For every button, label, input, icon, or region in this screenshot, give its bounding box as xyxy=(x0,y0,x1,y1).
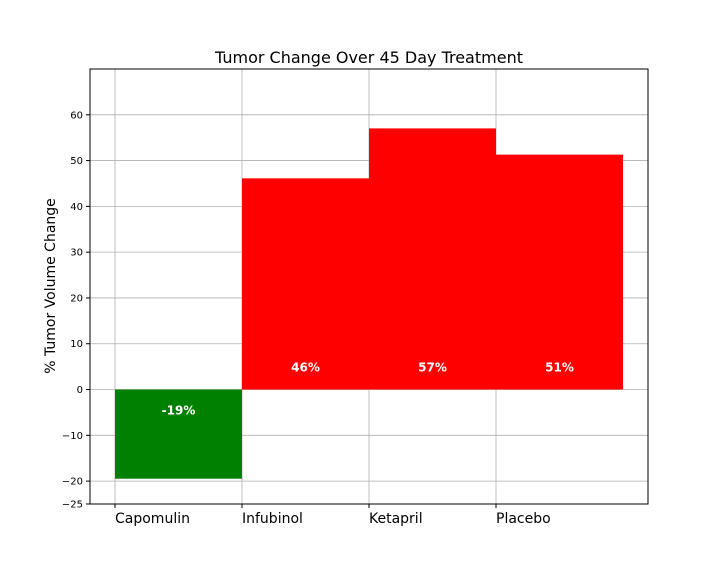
x-tick-label: Infubinol xyxy=(242,511,303,527)
x-tick-label: Ketapril xyxy=(369,511,423,527)
y-axis-label: % Tumor Volume Change xyxy=(43,198,59,374)
chart-title: Tumor Change Over 45 Day Treatment xyxy=(214,48,523,67)
data-label-capomulin: -19% xyxy=(162,404,196,418)
y-tick-label: −10 xyxy=(62,431,83,442)
y-tick-label: 50 xyxy=(70,156,83,167)
bar-infubinol xyxy=(242,178,369,390)
x-axis-ticks: Capomulin Infubinol Ketapril Placebo xyxy=(114,504,551,527)
bars xyxy=(115,128,623,479)
y-tick-label: 20 xyxy=(70,293,83,304)
y-tick-label: 40 xyxy=(70,202,83,213)
bar-placebo xyxy=(496,154,623,390)
y-tick-label: 60 xyxy=(70,110,83,121)
data-labels: -19% 46% 57% 51% xyxy=(162,361,574,418)
data-label-placebo: 51% xyxy=(545,361,574,375)
bar-capomulin xyxy=(115,389,242,479)
x-tick-label: Capomulin xyxy=(115,511,190,527)
y-tick-label: −25 xyxy=(62,500,83,511)
data-label-infubinol: 46% xyxy=(291,361,320,375)
y-tick-label: −20 xyxy=(62,477,83,488)
y-tick-label: 0 xyxy=(77,385,83,396)
bar-ketapril xyxy=(369,128,496,390)
x-tick-label: Placebo xyxy=(496,511,551,527)
data-label-ketapril: 57% xyxy=(418,361,447,375)
y-axis-ticks: −25 −20 −10 0 10 20 30 40 50 60 xyxy=(62,110,90,511)
y-tick-label: 30 xyxy=(70,248,83,259)
y-tick-label: 10 xyxy=(70,339,83,350)
